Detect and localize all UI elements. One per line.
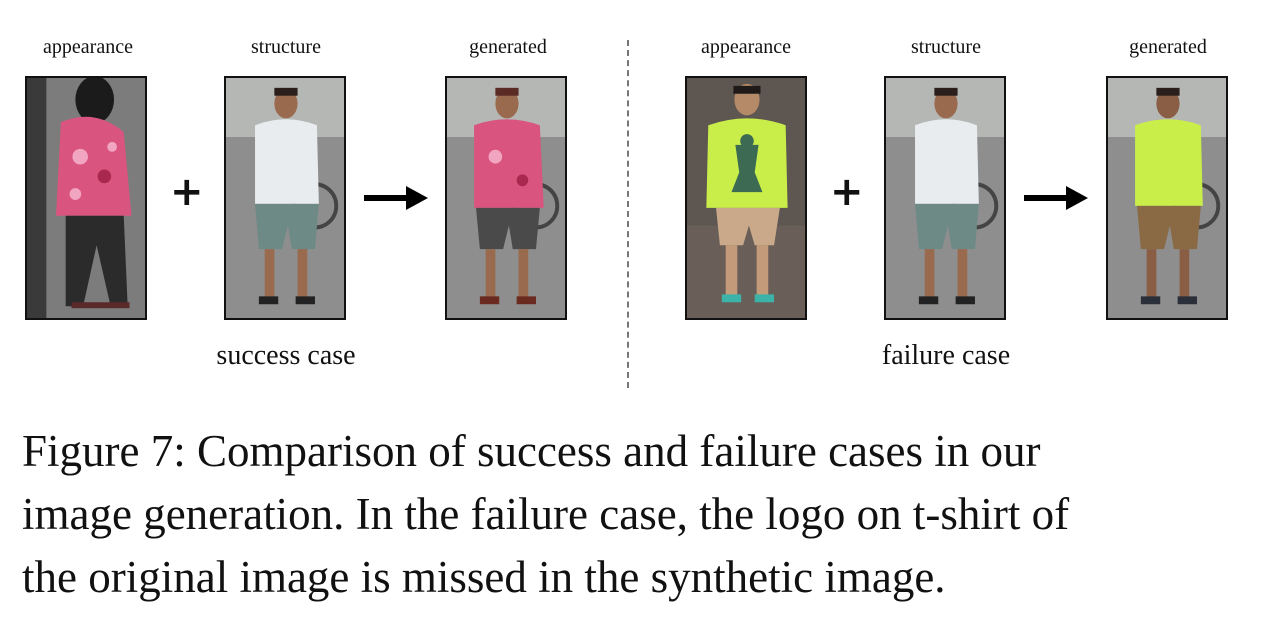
dashed-divider <box>627 40 629 388</box>
appearance-label: appearance <box>43 36 133 58</box>
caption-line-3: the original image is missed in the synt… <box>22 552 946 602</box>
arrow-right-icon <box>1024 186 1088 210</box>
failure-structure-image <box>884 76 1006 320</box>
success-generated-image <box>445 76 567 320</box>
caption-line-1: Figure 7: Comparison of success and fail… <box>22 426 1041 476</box>
plus-sign: + <box>830 169 864 215</box>
arrow-right-icon <box>364 186 428 210</box>
generated-label: generated <box>1129 36 1207 58</box>
generated-label: generated <box>469 36 547 58</box>
figure-caption: Figure 7: Comparison of success and fail… <box>22 420 1250 609</box>
success-appearance-image <box>25 76 147 320</box>
failure-appearance-image <box>685 76 807 320</box>
failure-generated-image <box>1106 76 1228 320</box>
success-case-panel: appearance structure generated + <box>0 0 620 400</box>
structure-label: structure <box>251 36 321 58</box>
success-case-label: success case <box>216 340 356 371</box>
appearance-label: appearance <box>701 36 791 58</box>
success-structure-image <box>224 76 346 320</box>
failure-case-panel: appearance structure generated + <box>640 0 1268 400</box>
plus-sign: + <box>170 169 204 215</box>
structure-label: structure <box>911 36 981 58</box>
failure-case-label: failure case <box>881 340 1011 371</box>
caption-line-2: image generation. In the failure case, t… <box>22 489 1070 539</box>
